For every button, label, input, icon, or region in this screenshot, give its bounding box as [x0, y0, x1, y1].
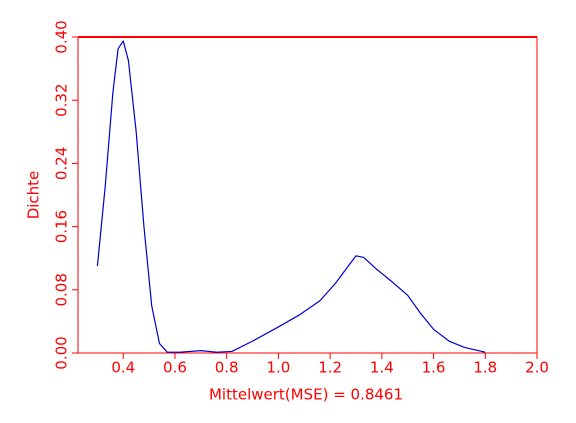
- x-tick-label: 1.6: [422, 359, 446, 377]
- x-tick-label: 1.0: [266, 359, 290, 377]
- y-axis-label: Dichte: [25, 171, 43, 220]
- y-tick-label: 0.16: [53, 210, 71, 243]
- x-axis-label: Mittelwert(MSE) = 0.8461: [209, 386, 403, 404]
- x-tick-label: 1.4: [370, 359, 394, 377]
- y-tick-label: 0.24: [53, 147, 71, 180]
- y-tick-label: 0.00: [53, 336, 71, 369]
- x-tick-label: 0.4: [111, 359, 135, 377]
- x-tick-label: 0.8: [215, 359, 239, 377]
- plot-frame: [77, 36, 538, 354]
- density-line: [96, 40, 486, 353]
- x-tick-label: 1.8: [473, 359, 497, 377]
- y-tick-label: 0.08: [53, 273, 71, 306]
- x-tick-label: 1.2: [318, 359, 342, 377]
- x-tick-label: 2.0: [525, 359, 549, 377]
- y-tick-label: 0.40: [53, 20, 71, 53]
- x-tick-label: 0.6: [163, 359, 187, 377]
- y-tick-label: 0.32: [53, 83, 71, 116]
